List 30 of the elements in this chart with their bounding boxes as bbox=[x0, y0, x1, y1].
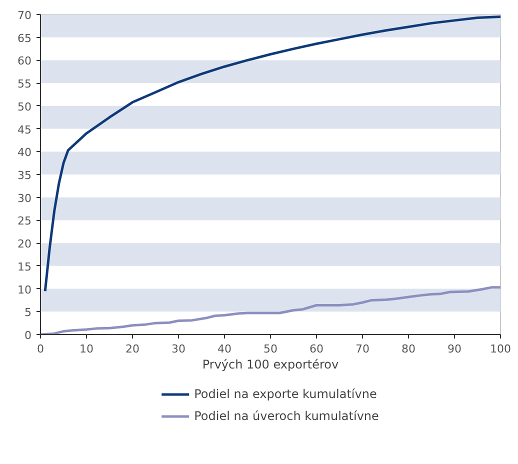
y-tick-label: 35 bbox=[18, 169, 32, 182]
x-tick-label: 20 bbox=[126, 342, 140, 356]
y-tick-label: 25 bbox=[18, 214, 32, 228]
y-tick-label: 30 bbox=[18, 192, 32, 205]
y-tick-label: 55 bbox=[18, 78, 32, 91]
x-tick-label: 100 bbox=[490, 342, 511, 356]
y-tick-label: 20 bbox=[18, 238, 32, 251]
y-tick-label: 50 bbox=[18, 100, 32, 114]
y-tick-label: 65 bbox=[18, 32, 32, 45]
x-tick-label: 50 bbox=[264, 342, 278, 356]
x-axis-title: Prvých 100 exportérov bbox=[202, 358, 339, 372]
legend-label: Podiel na exporte kumulatívne bbox=[194, 387, 377, 401]
x-tick-label: 90 bbox=[448, 342, 462, 356]
x-tick-label: 40 bbox=[218, 342, 232, 356]
legend-label: Podiel na úveroch kumulatívne bbox=[194, 409, 379, 423]
y-tick-label: 60 bbox=[18, 54, 32, 68]
x-tick-label: 10 bbox=[80, 342, 94, 356]
x-tick-label: 70 bbox=[356, 342, 370, 356]
y-tick-label: 10 bbox=[18, 283, 32, 296]
y-tick-label: 70 bbox=[18, 9, 32, 22]
line-series bbox=[44, 16, 500, 292]
y-tick-label: 5 bbox=[24, 306, 32, 320]
x-tick-label: 0 bbox=[37, 342, 44, 356]
y-tick-label: 45 bbox=[18, 123, 32, 136]
y-tick-label: 15 bbox=[18, 260, 32, 274]
x-tick-label: 60 bbox=[310, 342, 324, 356]
x-tick-label: 80 bbox=[402, 342, 416, 356]
x-tick-label: 30 bbox=[172, 342, 186, 356]
y-tick-label: 0 bbox=[24, 329, 32, 342]
y-tick-label: 40 bbox=[18, 146, 32, 160]
